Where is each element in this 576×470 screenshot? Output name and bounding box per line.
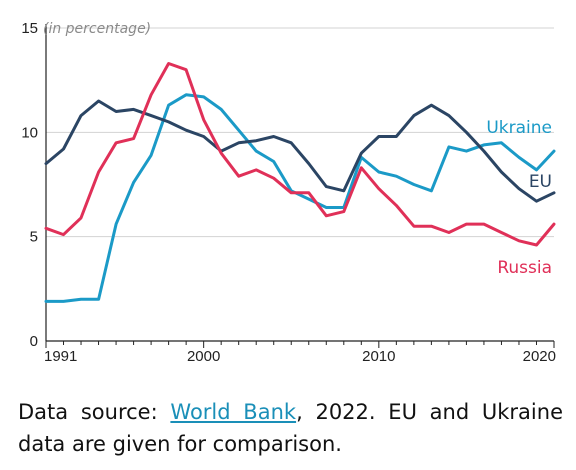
series-label-ukraine: Ukraine: [486, 118, 552, 138]
series-labels: Ukraine EU Russia: [486, 118, 552, 278]
series-line-eu: [44, 99, 556, 203]
data-source-note: Data source: World Bank, 2022. EU and Uk…: [18, 396, 563, 460]
axes: 0 5 10 15 1991 2000 2010 2020: [21, 20, 556, 365]
chart-svg: 0 5 10 15 1991 2000 2010 2020 Ukraine EU Russia (…: [21, 20, 556, 365]
x-tick-label: 2010: [362, 348, 395, 365]
series-line-russia: [44, 62, 556, 247]
world-bank-link[interactable]: World Bank: [170, 400, 297, 424]
series-lines: [44, 62, 556, 303]
series-label-russia: Russia: [497, 258, 552, 278]
y-tick-label: 15: [21, 20, 38, 37]
x-tick-label: 2020: [523, 348, 556, 365]
series-label-eu: EU: [529, 172, 552, 192]
grid: [46, 27, 554, 238]
y-tick-label: 10: [21, 124, 38, 141]
series-line-ukraine: [44, 93, 556, 303]
source-suffix: , 2022. EU and Ukraine data are given fo…: [18, 400, 563, 456]
y-tick-label: 5: [30, 229, 38, 246]
y-tick-label: 0: [30, 333, 38, 350]
line-chart: 0 5 10 15 1991 2000 2010 2020 Ukraine EU Russia (…: [21, 20, 556, 365]
y-unit-label: (in percentage): [43, 21, 151, 37]
x-tick-label: 2000: [187, 348, 220, 365]
x-tick-label: 1991: [44, 348, 77, 365]
source-prefix: Data source:: [18, 400, 171, 424]
